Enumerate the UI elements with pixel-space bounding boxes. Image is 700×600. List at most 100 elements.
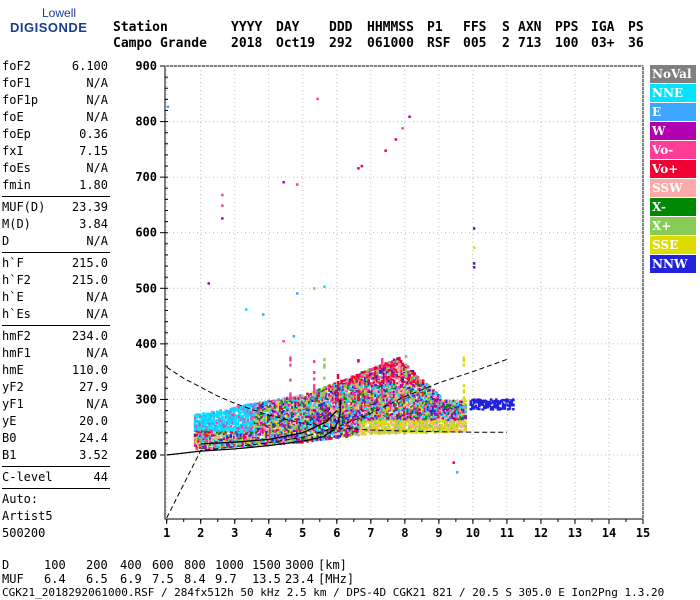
echo-point <box>358 389 362 392</box>
echo-point <box>374 367 377 370</box>
echo-point <box>347 423 350 426</box>
echo-point <box>387 426 391 429</box>
echo-point <box>217 423 221 427</box>
echo-point <box>384 370 387 374</box>
echo-point <box>379 400 382 403</box>
echo-point <box>267 425 270 428</box>
echo-point <box>367 379 370 382</box>
param-name: fxI <box>2 144 24 158</box>
echo-point <box>224 415 228 418</box>
echo-point <box>299 433 302 436</box>
echo-point <box>350 432 353 435</box>
echo-point <box>226 417 229 420</box>
echo-point <box>231 407 234 410</box>
echo-point <box>284 430 287 434</box>
echo-point <box>216 431 219 434</box>
echo-point <box>318 404 321 407</box>
echo-point <box>258 411 262 414</box>
echo-point <box>272 432 275 435</box>
echo-point <box>313 401 316 405</box>
echo-point <box>387 402 391 405</box>
echo-point <box>318 391 321 394</box>
echo-point <box>389 395 393 398</box>
echo-point <box>296 411 299 414</box>
echo-point <box>365 393 369 396</box>
echo-point <box>219 427 222 431</box>
echo-point <box>236 427 239 430</box>
echo-point <box>307 436 311 439</box>
echo-point <box>282 436 285 439</box>
echo-point <box>258 402 262 405</box>
echo-point <box>382 364 386 368</box>
echo-point <box>284 439 287 443</box>
echo-point <box>377 386 381 389</box>
echo-point <box>294 427 297 431</box>
echo-point <box>250 437 253 441</box>
echo-point <box>272 442 275 445</box>
echo-point <box>256 422 260 426</box>
echo-point <box>221 411 224 415</box>
header-row2-cell: 005 <box>463 36 487 51</box>
echo-point <box>387 414 391 417</box>
echo-point <box>355 400 359 404</box>
echo-point <box>277 409 280 412</box>
echo-point <box>364 395 367 399</box>
echo-point <box>314 420 318 423</box>
echo-point <box>358 420 362 424</box>
echo-point <box>260 422 263 425</box>
echo-point <box>219 411 222 414</box>
echo-point <box>345 428 348 431</box>
echo-point <box>377 409 381 412</box>
echo-point <box>314 399 318 403</box>
echo-point <box>364 416 367 419</box>
echo-point <box>391 373 394 376</box>
echo-point <box>328 413 331 416</box>
echo-point <box>238 442 241 446</box>
echo-point <box>318 393 321 396</box>
echo-point <box>370 382 374 386</box>
echo-point <box>272 428 275 431</box>
param-name: foEp <box>2 127 31 141</box>
echo-point <box>341 434 345 437</box>
echo-point <box>253 416 257 419</box>
echo-point <box>362 424 365 428</box>
echo-point <box>297 404 301 407</box>
echo-point <box>338 423 342 427</box>
echo-point <box>302 419 306 422</box>
param-value: N/A <box>86 161 108 175</box>
echo-point <box>279 435 282 438</box>
echo-point <box>273 422 277 425</box>
echo-point <box>379 409 382 412</box>
echo-point <box>306 392 309 395</box>
echo-point <box>267 432 270 435</box>
param-row: fmin 1.80 <box>2 177 110 194</box>
echo-point <box>270 402 274 405</box>
echo-point <box>350 391 353 394</box>
echo-point <box>330 404 333 408</box>
echo-point <box>270 417 274 420</box>
echo-point <box>387 364 391 367</box>
echo-point <box>289 435 292 438</box>
echo-point <box>304 398 308 401</box>
echo-point <box>217 446 221 449</box>
echo-point <box>195 445 199 448</box>
echo-point <box>352 422 355 425</box>
param-value: 215.0 <box>71 256 108 270</box>
echo-point <box>389 364 393 368</box>
echo-point <box>313 420 316 423</box>
echo-point <box>195 419 199 423</box>
echo-point <box>347 428 350 431</box>
echo-point <box>214 440 217 444</box>
echo-point <box>365 380 369 383</box>
echo-point <box>212 423 216 426</box>
echo-point <box>370 389 374 393</box>
param-name: foE <box>2 110 24 124</box>
echo-point <box>306 409 309 412</box>
echo-point <box>331 411 335 414</box>
echo-point <box>358 428 362 431</box>
echo-point <box>382 391 386 394</box>
echo-point <box>340 433 343 436</box>
echo-point <box>270 431 274 434</box>
echo-point <box>301 409 304 413</box>
echo-point <box>279 419 282 422</box>
